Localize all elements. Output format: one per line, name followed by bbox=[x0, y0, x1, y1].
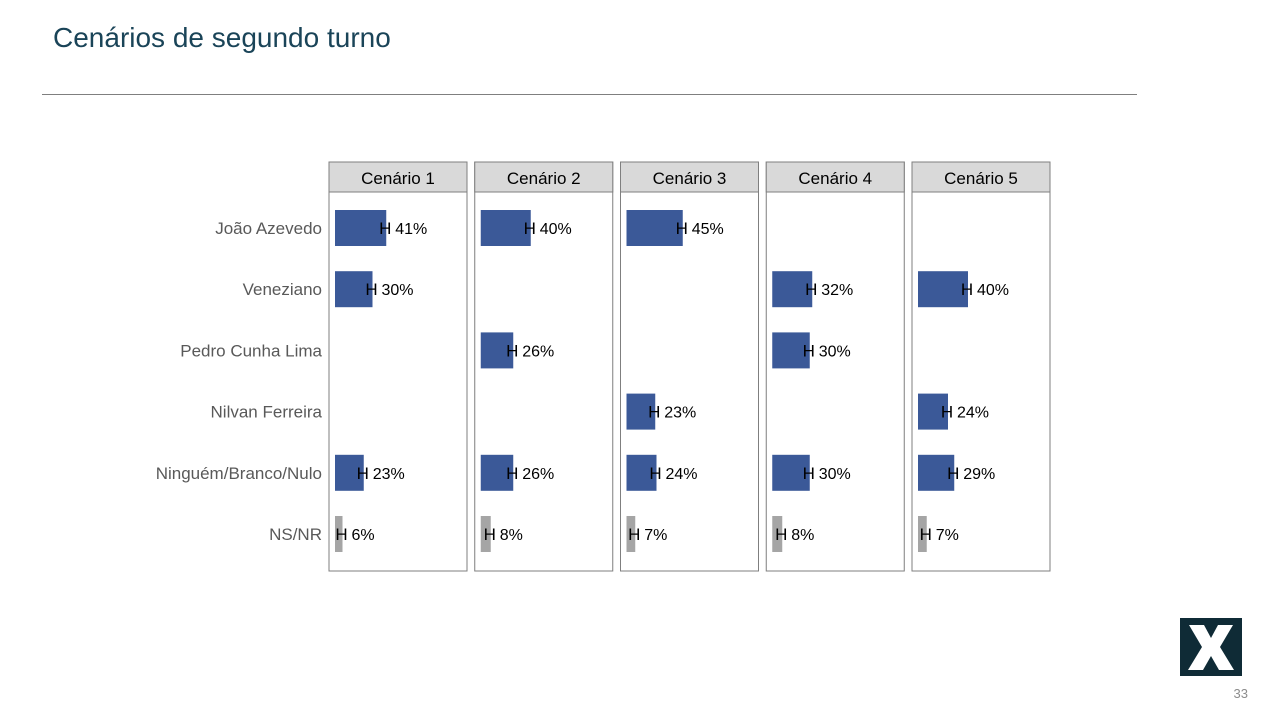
bar bbox=[626, 454, 657, 491]
data-label: 24% bbox=[957, 405, 989, 422]
bar bbox=[772, 271, 813, 308]
bar bbox=[335, 516, 343, 552]
data-label: 45% bbox=[692, 221, 724, 238]
error-bar-glyph: H bbox=[648, 403, 660, 422]
data-label: 26% bbox=[522, 343, 554, 360]
error-bar-glyph: H bbox=[803, 341, 815, 360]
error-bar-glyph: H bbox=[506, 341, 518, 360]
error-bar-glyph: H bbox=[484, 525, 496, 544]
bar bbox=[335, 210, 387, 246]
error-bar-glyph: H bbox=[365, 280, 377, 299]
category-label-ninguem-branco-nulo: Ninguém/Branco/Nulo bbox=[156, 464, 322, 483]
panel-header bbox=[620, 161, 759, 193]
bar bbox=[480, 332, 514, 369]
data-label: 24% bbox=[666, 466, 698, 483]
error-bar-glyph: H bbox=[649, 464, 661, 483]
panel-header bbox=[911, 161, 1051, 193]
x-logo-icon bbox=[1180, 618, 1242, 676]
error-bar-glyph: H bbox=[775, 525, 787, 544]
page-number: 33 bbox=[1233, 686, 1248, 701]
panel-title: Cenário 1 bbox=[361, 169, 435, 188]
bar bbox=[918, 393, 948, 430]
title-divider bbox=[42, 94, 1137, 95]
data-label: 30% bbox=[819, 466, 851, 483]
category-label-pedro-cunha-lima: Pedro Cunha Lima bbox=[180, 341, 322, 360]
error-bar-glyph: H bbox=[379, 219, 391, 238]
data-label: 23% bbox=[373, 466, 405, 483]
category-label-ns-nr: NS/NR bbox=[269, 525, 322, 544]
bar bbox=[918, 454, 955, 491]
panel-header bbox=[328, 161, 468, 193]
bar bbox=[772, 454, 810, 491]
panel-title: Cenário 2 bbox=[507, 169, 581, 188]
data-label: 8% bbox=[791, 527, 814, 544]
bar bbox=[918, 516, 927, 552]
data-label: 30% bbox=[819, 343, 851, 360]
data-label: 40% bbox=[977, 282, 1009, 299]
bar bbox=[335, 454, 364, 491]
error-bar-glyph: H bbox=[805, 280, 817, 299]
error-bar-glyph: H bbox=[947, 464, 959, 483]
error-bar-glyph: H bbox=[506, 464, 518, 483]
data-label: 6% bbox=[352, 527, 375, 544]
error-bar-glyph: H bbox=[920, 525, 932, 544]
data-label: 40% bbox=[540, 221, 572, 238]
data-label: 30% bbox=[382, 282, 414, 299]
error-bar-glyph: H bbox=[524, 219, 536, 238]
error-bar-glyph: H bbox=[941, 403, 953, 422]
error-bar-glyph: H bbox=[357, 464, 369, 483]
data-label: 32% bbox=[821, 282, 853, 299]
bar bbox=[626, 516, 636, 552]
data-label: 29% bbox=[963, 466, 995, 483]
bar bbox=[480, 516, 491, 552]
panel-title: Cenário 3 bbox=[653, 169, 727, 188]
error-bar-glyph: H bbox=[676, 219, 688, 238]
error-bar-glyph: H bbox=[335, 525, 347, 544]
bar bbox=[480, 210, 531, 246]
bar bbox=[918, 271, 968, 308]
bar bbox=[480, 454, 514, 491]
error-bar-glyph: H bbox=[803, 464, 815, 483]
bar bbox=[626, 210, 683, 246]
data-label: 23% bbox=[664, 405, 696, 422]
data-label: 41% bbox=[395, 221, 427, 238]
error-bar-glyph: H bbox=[628, 525, 640, 544]
data-label: 7% bbox=[644, 527, 667, 544]
panel-title: Cenário 4 bbox=[798, 169, 872, 188]
bar bbox=[335, 271, 373, 308]
bar bbox=[772, 332, 810, 369]
category-label-nilvan-ferreira: Nilvan Ferreira bbox=[211, 403, 323, 422]
panel-header bbox=[765, 161, 905, 193]
page-title: Cenários de segundo turno bbox=[53, 22, 391, 53]
category-label-joao-azevedo: João Azevedo bbox=[215, 219, 322, 238]
bar bbox=[772, 516, 783, 552]
panel-header bbox=[474, 161, 614, 193]
error-bar-glyph: H bbox=[961, 280, 973, 299]
bar bbox=[626, 393, 656, 430]
data-label: 8% bbox=[500, 527, 523, 544]
panel-frame bbox=[911, 161, 1051, 572]
category-label-veneziano: Veneziano bbox=[243, 280, 322, 299]
panel-title: Cenário 5 bbox=[944, 169, 1018, 188]
data-label: 7% bbox=[936, 527, 959, 544]
data-label: 26% bbox=[522, 466, 554, 483]
